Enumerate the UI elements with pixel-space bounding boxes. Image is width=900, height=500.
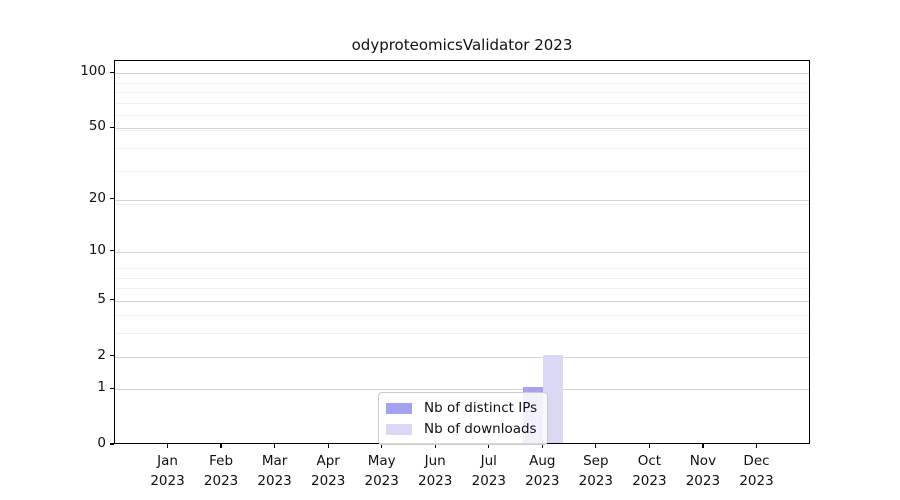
y-tick-label: 100 [80, 63, 106, 80]
y-axis-tick [110, 126, 114, 128]
x-tick-label: Mar 2023 [257, 453, 292, 489]
x-tick-label: Jul 2023 [471, 453, 506, 489]
y-tick-label: 20 [88, 189, 106, 206]
legend-label: Nb of distinct IPs [424, 400, 538, 416]
y-tick-label: 5 [97, 290, 106, 307]
x-axis-tick [166, 444, 169, 448]
chart-title: odyproteomicsValidator 2023 [351, 36, 573, 54]
gridline-major [115, 73, 809, 75]
x-axis-tick [220, 444, 222, 448]
x-axis-tick [381, 444, 383, 448]
legend-label: Nb of downloads [424, 421, 537, 437]
x-axis-tick [595, 444, 597, 448]
y-tick-label: 1 [97, 379, 106, 396]
x-tick-label: Apr 2023 [311, 453, 346, 489]
x-tick-label: Dec 2023 [739, 453, 774, 489]
gridline-minor [115, 288, 809, 290]
gridline-major [115, 199, 809, 201]
bar-nb-of-downloads [543, 354, 564, 443]
legend-swatch [386, 402, 412, 414]
gridline-minor [115, 147, 809, 149]
gridline-minor [115, 115, 809, 117]
x-tick-label: Feb 2023 [203, 453, 239, 489]
x-axis-tick [702, 444, 704, 448]
x-axis-tick [273, 444, 276, 448]
x-axis-tick [648, 444, 651, 448]
x-axis-tick [541, 444, 543, 448]
x-tick-label: Jan 2023 [150, 453, 185, 489]
gridline-major [115, 128, 809, 130]
gridline-major [115, 389, 809, 391]
legend-swatch [386, 423, 412, 435]
legend-row: Nb of distinct IPs [386, 400, 537, 416]
gridline-minor [115, 82, 809, 84]
x-tick-label: Sep 2023 [578, 453, 613, 489]
gridline-minor [115, 129, 809, 131]
x-axis-tick [755, 444, 758, 448]
y-axis-tick [110, 198, 114, 200]
gridline-minor [115, 203, 809, 205]
legend-row: Nb of downloads [386, 421, 537, 437]
gridline-minor [115, 102, 809, 104]
x-axis-tick [488, 444, 490, 448]
legend: Nb of distinct IPs Nb of downloads [378, 392, 549, 445]
gridline-minor [115, 268, 809, 269]
gridline-major [115, 300, 809, 302]
y-tick-label: 50 [88, 118, 106, 135]
y-tick-label: 2 [97, 346, 106, 363]
gridline-minor [115, 92, 809, 93]
plot-area [114, 60, 810, 444]
gridline-minor [115, 277, 809, 279]
gridline-minor [115, 333, 809, 335]
y-axis-tick [110, 443, 114, 445]
y-axis-tick [110, 71, 114, 73]
x-tick-label: Nov 2023 [685, 453, 721, 489]
y-axis-tick [110, 387, 114, 389]
x-axis-tick [434, 444, 436, 448]
y-axis-tick [110, 354, 114, 357]
y-tick-label: 10 [88, 241, 106, 258]
y-axis-tick [110, 299, 114, 301]
x-tick-label: Jun 2023 [418, 453, 453, 489]
y-axis-tick [110, 250, 114, 252]
x-tick-label: May 2023 [364, 453, 399, 489]
x-tick-label: Oct 2023 [632, 453, 667, 489]
gridline-minor [115, 315, 809, 317]
gridline-major [115, 356, 809, 358]
x-tick-label: Aug 2023 [525, 453, 560, 489]
gridline-minor [115, 171, 809, 172]
x-axis-tick [327, 444, 329, 448]
y-tick-label: 0 [97, 435, 106, 451]
gridline-major [115, 251, 809, 253]
